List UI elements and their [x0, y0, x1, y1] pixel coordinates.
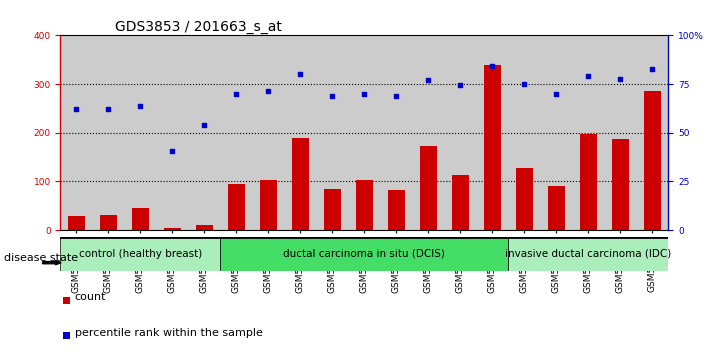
Bar — [483, 64, 501, 230]
Bar — [515, 168, 533, 230]
Point — [103, 107, 114, 112]
Bar — [68, 216, 85, 230]
Bar — [636, 35, 668, 230]
Bar — [572, 35, 604, 230]
Bar — [508, 35, 540, 230]
Bar — [451, 175, 469, 230]
Bar — [604, 35, 636, 230]
Point — [198, 122, 210, 128]
Text: invasive ductal carcinoma (IDC): invasive ductal carcinoma (IDC) — [506, 249, 671, 259]
Bar — [188, 35, 220, 230]
Bar — [228, 184, 245, 230]
Bar — [579, 134, 597, 230]
Point — [518, 81, 530, 87]
Text: count: count — [75, 292, 106, 302]
Bar — [547, 186, 565, 230]
Point — [262, 88, 274, 94]
Text: percentile rank within the sample: percentile rank within the sample — [75, 328, 262, 338]
Bar — [292, 138, 309, 230]
Bar — [643, 91, 661, 230]
Point — [486, 63, 498, 68]
Point — [230, 91, 242, 97]
Bar — [220, 35, 252, 230]
Bar — [60, 35, 92, 230]
Text: control (healthy breast): control (healthy breast) — [79, 249, 202, 259]
Bar — [100, 215, 117, 230]
Bar — [387, 190, 405, 230]
Bar — [508, 237, 668, 271]
Point — [294, 72, 306, 77]
Bar — [252, 35, 284, 230]
Bar — [316, 35, 348, 230]
Point — [358, 91, 370, 97]
Bar — [324, 189, 341, 230]
Bar — [356, 180, 373, 230]
Point — [647, 67, 658, 72]
Point — [614, 76, 626, 82]
Bar — [164, 228, 181, 230]
Bar — [540, 35, 572, 230]
Bar — [380, 35, 412, 230]
Point — [166, 148, 178, 154]
Bar — [412, 35, 444, 230]
Point — [326, 93, 338, 99]
Point — [135, 103, 146, 109]
Text: ductal carcinoma in situ (DCIS): ductal carcinoma in situ (DCIS) — [284, 249, 445, 259]
Point — [455, 82, 466, 88]
Bar — [476, 35, 508, 230]
Point — [422, 77, 434, 83]
Bar — [124, 35, 156, 230]
Bar — [220, 237, 508, 271]
Bar — [132, 208, 149, 230]
Bar — [260, 181, 277, 230]
Bar — [611, 138, 629, 230]
Bar — [60, 237, 220, 271]
Bar — [348, 35, 380, 230]
Point — [391, 93, 402, 99]
Text: disease state: disease state — [4, 253, 77, 263]
Bar — [284, 35, 316, 230]
Point — [583, 73, 594, 79]
Bar — [156, 35, 188, 230]
Text: GDS3853 / 201663_s_at: GDS3853 / 201663_s_at — [115, 21, 282, 34]
Bar — [92, 35, 124, 230]
Point — [71, 107, 82, 112]
Bar — [444, 35, 476, 230]
Point — [550, 91, 562, 97]
Bar — [419, 146, 437, 230]
Bar — [196, 225, 213, 230]
